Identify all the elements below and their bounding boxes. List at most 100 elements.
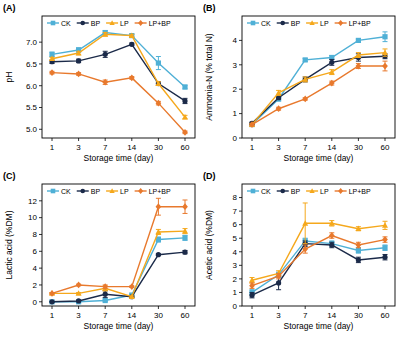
legend-label: BP [291,188,301,195]
legend-item: LP [306,20,329,27]
error-cap [103,57,108,58]
error-cap [183,199,188,200]
legend-label: LP [120,188,129,195]
error-bar [329,56,334,60]
legend: CKBPLPLP+BP [47,188,171,195]
legend-item: CK [47,20,71,27]
legend: CK BP LP LP+BP [247,188,371,195]
x-tick [385,306,386,309]
data-point [49,56,55,61]
data-point [49,299,54,304]
x-tick-label: 14 [127,311,136,320]
data-point [249,282,255,289]
data-point [302,246,308,253]
legend-item: BP [77,20,101,27]
data-point [302,96,308,103]
error-bar [183,85,188,88]
data-point [382,49,388,54]
y-tick-label: 4 [233,248,238,257]
plot-frame [42,16,195,138]
legend-label: LP+BP [349,188,371,195]
data-point [182,129,188,136]
y-tick-label: 7 [233,207,238,216]
data-point [156,60,161,65]
legend-label: LP+BP [349,20,371,27]
panel-title: (B) [203,3,216,13]
plot-data [249,203,388,298]
plot-data [49,30,188,136]
data-point [129,283,135,290]
error-bar [383,237,388,242]
legend-marker [109,20,114,25]
figure: (A)5.05.56.06.57.0137143060Storage time … [0,0,400,337]
y-tick-label: 12 [28,197,37,206]
data-point [382,63,388,70]
data-point [355,52,361,57]
y-tick-label: 6 [233,220,238,229]
legend-item: LP+BP [135,20,171,27]
x-tick-label: 1 [50,311,55,320]
x-tick-label: 1 [50,143,55,152]
data-point [355,226,361,231]
legend-label: BP [91,188,101,195]
legend-marker [80,189,85,194]
data-point [156,252,161,257]
x-tick-label: 7 [303,143,308,152]
data-point [329,69,335,74]
y-tick-label: 0 [233,134,238,143]
x-axis-label: Storage time (day) [84,153,154,163]
series-line [252,236,385,286]
error-bar [303,245,308,253]
panel-title: (D) [203,171,216,181]
data-point [49,290,55,297]
legend: CKBPLPLP+BP [47,20,171,27]
legend-item: CK [247,20,271,27]
error-bar [76,59,81,62]
error-cap [303,202,308,203]
y-tick-label: 10 [28,213,37,222]
error-bar [383,32,388,42]
error-cap [383,229,388,230]
data-point [182,203,188,210]
legend-marker [338,20,343,26]
series-line [252,66,385,125]
legend-marker [51,21,56,26]
data-point [129,42,134,47]
legend-item: LP [306,188,329,195]
data-point [103,298,108,303]
y-tick-label: 6 [33,247,38,256]
x-tick [252,306,253,309]
data-point [76,50,82,55]
y-axis-label: Acetic acid (%DM) [204,210,214,280]
data-point [182,98,187,103]
data-point [156,203,162,210]
data-point [102,31,108,36]
data-point [276,280,281,285]
error-bar [103,51,108,57]
legend-marker [251,189,256,194]
x-tick-label: 14 [327,311,336,320]
plot-frame [42,184,195,306]
series-line [52,207,185,294]
data-point [382,236,388,243]
data-point [302,220,308,225]
x-tick-label: 7 [103,143,108,152]
x-tick-label: 60 [181,143,190,152]
error-cap [303,243,308,244]
panel: (A)5.05.56.06.57.0137143060Storage time … [3,3,195,163]
data-point [356,63,362,70]
error-cap [356,61,361,62]
x-tick [78,306,79,309]
data-point [76,71,82,78]
error-bar [183,98,188,103]
legend-item: CK [247,188,271,195]
data-point [76,282,82,289]
panel: (B)01234137143060Storage time (day)Ammon… [203,3,395,163]
legend-marker [138,188,143,194]
x-tick [105,306,106,309]
y-tick-label: 4 [33,264,38,273]
series-line [52,252,185,302]
legend-item: BP [77,188,101,195]
y-tick-label: 1 [233,109,238,118]
x-tick-label: 3 [276,311,281,320]
